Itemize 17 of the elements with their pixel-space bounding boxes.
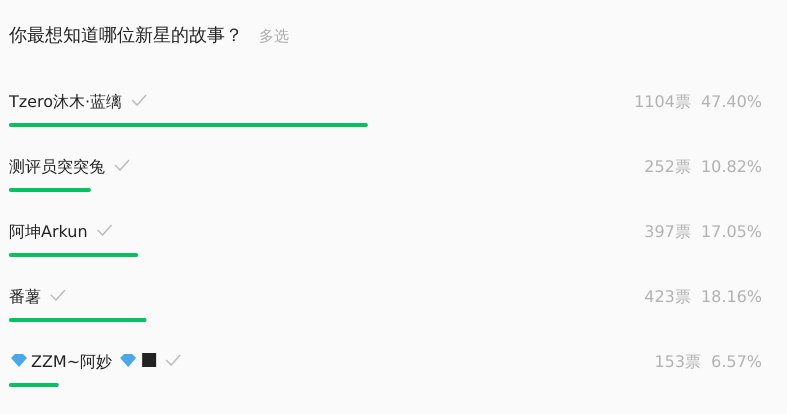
bar bbox=[9, 188, 91, 192]
chart-subtitle: 多选 bbox=[259, 27, 289, 45]
y-tick-label: 测评员突突兔 bbox=[9, 157, 105, 176]
bar bbox=[9, 383, 59, 387]
data-label: 423票 18.16% bbox=[644, 287, 762, 306]
y-tick-label: Tzero沐木·蓝缡 bbox=[8, 92, 122, 111]
chart-title: 你最想知道哪位新星的故事？ bbox=[8, 25, 243, 46]
bar bbox=[9, 253, 138, 257]
bar bbox=[9, 123, 368, 127]
y-tick-label: 番薯 bbox=[9, 287, 41, 306]
y-tick-label: ZZM~阿妙 bbox=[31, 352, 112, 371]
data-label: 1104票 47.40% bbox=[634, 92, 762, 111]
y-tick-label: 阿坤Arkun bbox=[9, 222, 88, 241]
data-label: 397票 17.05% bbox=[644, 222, 762, 241]
data-label: 153票 6.57% bbox=[654, 352, 762, 371]
bar bbox=[9, 318, 146, 322]
data-label: 252票 10.82% bbox=[644, 157, 762, 176]
